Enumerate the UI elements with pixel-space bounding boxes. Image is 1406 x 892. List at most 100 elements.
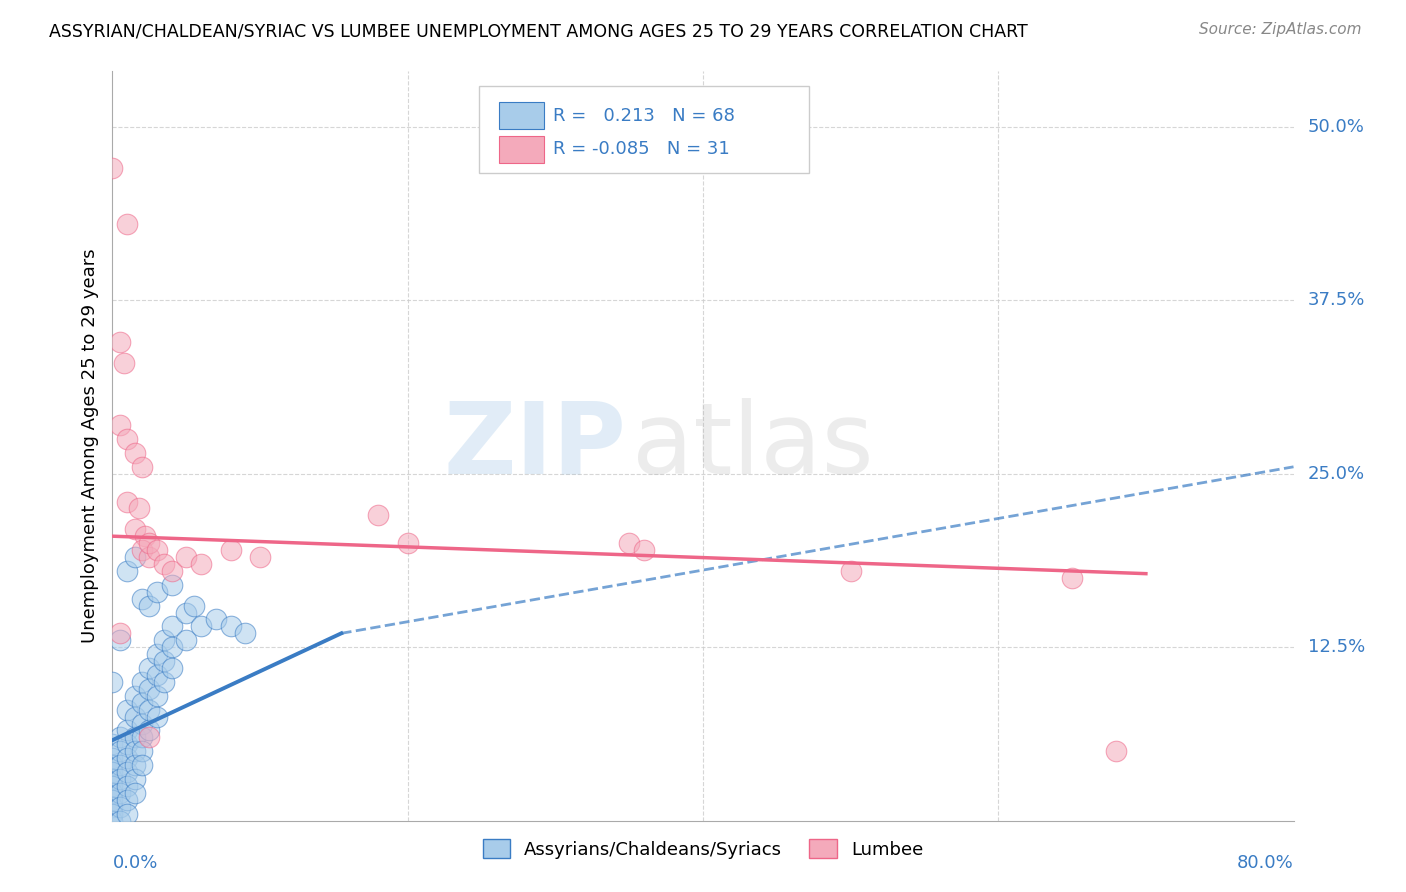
Point — [134, 529, 156, 543]
Point — [124, 446, 146, 460]
Point — [1105, 744, 1128, 758]
Point — [108, 799, 131, 814]
Point — [131, 716, 153, 731]
Point — [117, 779, 138, 793]
Point — [153, 557, 176, 571]
Point — [108, 772, 131, 786]
Point — [219, 543, 242, 558]
Point — [124, 786, 146, 800]
FancyBboxPatch shape — [499, 102, 544, 129]
Text: 80.0%: 80.0% — [1237, 855, 1294, 872]
Point — [101, 772, 124, 786]
Point — [131, 731, 153, 745]
Point — [108, 786, 131, 800]
Point — [174, 606, 197, 620]
Point — [1062, 571, 1084, 585]
Point — [101, 806, 124, 821]
Point — [160, 661, 183, 675]
Legend: Assyrians/Chaldeans/Syriacs, Lumbee: Assyrians/Chaldeans/Syriacs, Lumbee — [474, 830, 932, 868]
Point — [153, 654, 176, 668]
Point — [839, 564, 862, 578]
Point — [101, 779, 124, 793]
Text: 0.0%: 0.0% — [112, 855, 157, 872]
Point — [101, 814, 124, 828]
Point — [117, 723, 138, 738]
Point — [117, 217, 138, 231]
Text: 12.5%: 12.5% — [1308, 638, 1365, 657]
Point — [190, 619, 212, 633]
Point — [101, 758, 124, 772]
Point — [108, 418, 131, 433]
Point — [619, 536, 641, 550]
Point — [108, 758, 131, 772]
Point — [117, 793, 138, 807]
Point — [108, 814, 131, 828]
Point — [101, 793, 124, 807]
Point — [367, 508, 389, 523]
Point — [160, 564, 183, 578]
Point — [146, 584, 169, 599]
Text: ASSYRIAN/CHALDEAN/SYRIAC VS LUMBEE UNEMPLOYMENT AMONG AGES 25 TO 29 YEARS CORREL: ASSYRIAN/CHALDEAN/SYRIAC VS LUMBEE UNEMP… — [49, 22, 1028, 40]
Point — [117, 494, 138, 508]
Point — [101, 751, 124, 765]
Point — [131, 744, 153, 758]
Point — [124, 744, 146, 758]
Point — [108, 626, 131, 640]
Text: R =   0.213   N = 68: R = 0.213 N = 68 — [553, 106, 735, 125]
Point — [233, 626, 256, 640]
Point — [101, 674, 124, 689]
Point — [128, 501, 150, 516]
Point — [108, 633, 131, 648]
Point — [131, 758, 153, 772]
Text: R = -0.085   N = 31: R = -0.085 N = 31 — [553, 140, 730, 158]
Point — [101, 765, 124, 780]
Point — [124, 522, 146, 536]
Point — [117, 703, 138, 717]
Point — [153, 674, 176, 689]
Point — [633, 543, 655, 558]
Point — [124, 549, 146, 564]
Point — [108, 731, 131, 745]
Point — [117, 765, 138, 780]
Point — [124, 689, 146, 703]
Text: ZIP: ZIP — [443, 398, 626, 494]
Y-axis label: Unemployment Among Ages 25 to 29 years: Unemployment Among Ages 25 to 29 years — [80, 249, 98, 643]
Point — [124, 709, 146, 723]
Point — [174, 633, 197, 648]
Point — [249, 549, 271, 564]
Point — [138, 731, 160, 745]
Point — [219, 619, 242, 633]
Point — [160, 578, 183, 592]
Point — [138, 703, 160, 717]
Point — [153, 633, 176, 648]
Point — [124, 731, 146, 745]
Point — [131, 591, 153, 606]
Text: 37.5%: 37.5% — [1308, 292, 1365, 310]
Point — [108, 334, 131, 349]
Point — [138, 681, 160, 696]
Point — [117, 737, 138, 751]
Text: atlas: atlas — [633, 398, 873, 494]
Text: 25.0%: 25.0% — [1308, 465, 1365, 483]
Point — [146, 668, 169, 682]
Point — [205, 612, 228, 626]
Point — [396, 536, 419, 550]
Point — [146, 647, 169, 661]
Point — [101, 799, 124, 814]
Point — [174, 549, 197, 564]
Point — [124, 758, 146, 772]
Point — [131, 459, 153, 474]
Point — [117, 751, 138, 765]
Point — [131, 543, 153, 558]
Point — [131, 674, 153, 689]
Point — [146, 689, 169, 703]
Point — [101, 737, 124, 751]
Point — [160, 619, 183, 633]
Point — [138, 549, 160, 564]
Point — [146, 543, 169, 558]
FancyBboxPatch shape — [499, 136, 544, 162]
Point — [101, 786, 124, 800]
Point — [138, 536, 160, 550]
Point — [117, 564, 138, 578]
Point — [190, 557, 212, 571]
